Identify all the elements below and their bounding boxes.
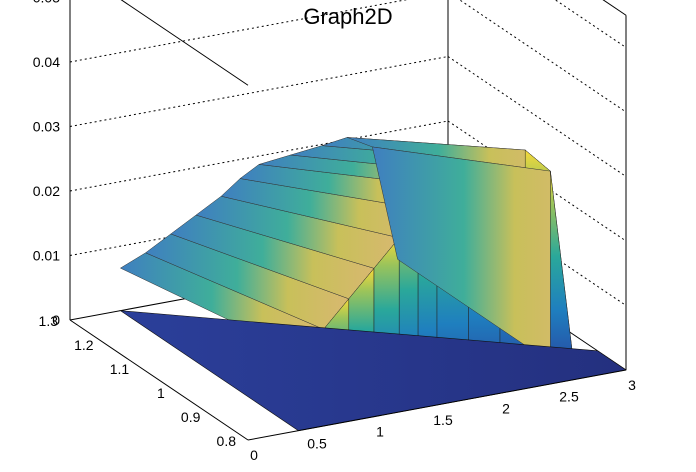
y-tick-label-3: 1.1 — [110, 361, 130, 377]
grid-line-right-3 — [447, 56, 627, 177]
box-edge-right-top — [602, 0, 627, 16]
box-edge-left-top — [120, 0, 249, 86]
y-tick-label-2: 1 — [157, 385, 165, 401]
axis-line-x — [247, 369, 627, 441]
surface-layer — [119, 137, 627, 431]
y-tick-label-1: 0.9 — [181, 409, 201, 425]
y-tick-label-0: 0.8 — [217, 433, 237, 449]
y-tick-label-4: 1.2 — [74, 337, 94, 353]
grid-line-back-4 — [69, 0, 408, 63]
z-tick-label-2: 0.02 — [33, 183, 60, 199]
z-tick-label-5: 0.05 — [33, 0, 60, 6]
x-tick-label-1: 0.5 — [307, 435, 327, 451]
x-tick-label-0: 0 — [250, 447, 258, 463]
axis-line-y — [69, 319, 249, 441]
front-box-edges — [69, 0, 627, 441]
grid-line-right-2 — [447, 120, 627, 242]
y-tick-label-5: 1.3 — [39, 313, 59, 329]
x-tick-label-5: 2.5 — [559, 389, 579, 405]
z-tick-label-1: 0.01 — [33, 248, 60, 264]
z-tick-label-0: 0 — [52, 312, 60, 328]
chart-title: Graph2D — [303, 4, 393, 29]
x-tick-label-6: 3 — [628, 377, 636, 393]
grid-line-back-3 — [69, 56, 449, 127]
z-tick-label-3: 0.03 — [33, 119, 60, 135]
x-tick-label-3: 1.5 — [433, 412, 453, 428]
grid-line-right-5 — [554, 0, 627, 48]
x-tick-label-2: 1 — [376, 424, 384, 440]
grid-line-right-4 — [458, 0, 627, 113]
x-tick-label-4: 2 — [502, 400, 510, 416]
tick-labels: 00.511.522.530.80.911.11.21.300.010.020.… — [33, 0, 636, 463]
z-tick-label-4: 0.04 — [33, 54, 60, 70]
grid-line-back-2 — [69, 120, 449, 192]
